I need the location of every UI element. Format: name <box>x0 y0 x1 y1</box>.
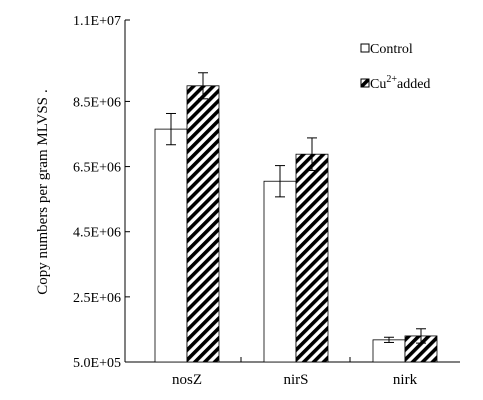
legend: Control Cu2+added <box>360 42 430 92</box>
y-axis-label: Copy numbers per gram MLVSS. <box>35 89 51 295</box>
error-bar-nosZ-control <box>166 112 176 146</box>
x-tick-label: nirS <box>283 372 308 388</box>
y-tick-label: 4.5E+06 <box>73 226 121 241</box>
error-bar-nirS-control <box>275 165 285 198</box>
error-bar-nirk-cu <box>416 328 426 344</box>
error-bar-nosZ-cu <box>198 72 208 100</box>
x-tick-label: nosZ <box>172 372 202 388</box>
legend-swatch-control <box>360 43 370 53</box>
bar-nirS-cu <box>295 153 329 363</box>
y-tick-label: 8.5E+06 <box>73 95 121 110</box>
y-tick-label: 6.5E+06 <box>73 161 121 176</box>
bar-nirk-control <box>372 339 406 363</box>
y-ticks: 5.0E+05 2.5E+06 4.5E+06 6.5E+06 8.5E+06 1.1E+… <box>73 14 130 371</box>
y-tick-label: 1.1E+07 <box>73 14 121 29</box>
legend-label-cu: Cu2+added <box>370 74 430 92</box>
y-tick-label: 2.5E+06 <box>73 291 121 306</box>
bar-nirS-control <box>263 180 297 363</box>
legend-swatch-cu <box>360 78 370 88</box>
bars <box>154 85 438 363</box>
error-bar-nirS-cu <box>307 137 317 171</box>
category-labels: nosZ nirS nirk <box>172 357 418 388</box>
y-tick-label: 5.0E+05 <box>73 356 121 371</box>
legend-label-control: Control <box>370 42 413 57</box>
error-bar-nirk-control <box>384 336 394 343</box>
error-bars <box>166 72 426 344</box>
bar-nosZ-cu <box>186 85 220 363</box>
x-tick-label: nirk <box>393 372 418 388</box>
bar-nosZ-control <box>154 128 188 363</box>
